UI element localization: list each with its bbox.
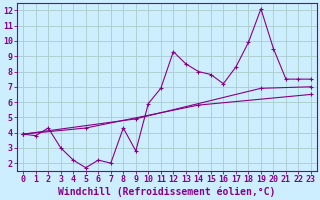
X-axis label: Windchill (Refroidissement éolien,°C): Windchill (Refroidissement éolien,°C) [58,187,276,197]
